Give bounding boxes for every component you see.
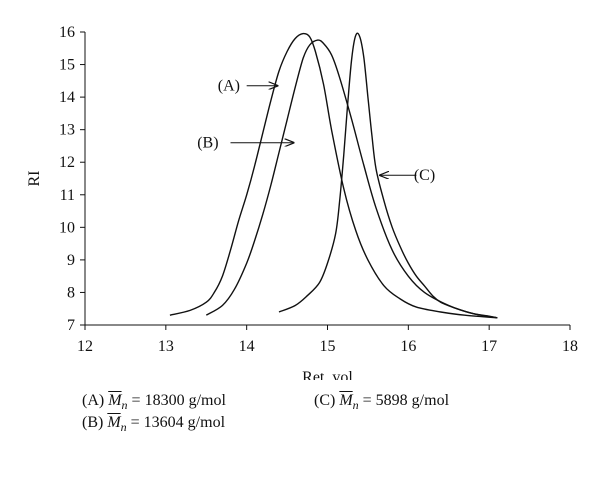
annotations: (A) (B) (C) — [197, 78, 435, 185]
legend-a-value: = 18300 g/mol — [131, 392, 226, 409]
y-tick-label: 12 — [59, 154, 75, 171]
legend-a: (A) Mn = 18300 g/mol — [82, 392, 226, 413]
annotation-label-c: (C) — [414, 167, 435, 184]
legend-b-value: = 13604 g/mol — [130, 414, 226, 431]
x-tick-label: 14 — [239, 338, 255, 355]
legend-a-prefix: (A) — [82, 392, 105, 409]
x-tick-label: 17 — [481, 338, 497, 355]
legend-c-prefix: (C) — [314, 392, 336, 409]
x-tick-label: 12 — [77, 338, 93, 355]
curves — [169, 32, 498, 319]
series-line-a — [169, 32, 498, 319]
x-tick-label: 15 — [320, 338, 336, 355]
legend-a-m-subscript: n — [121, 398, 128, 412]
x-tick-label: 13 — [158, 338, 174, 355]
y-tick-label: 16 — [59, 24, 75, 41]
annotation-label-a: (A) — [218, 78, 240, 95]
legend-c: (C) Mn = 5898 g/mol — [314, 392, 449, 413]
legend-c-m-symbol: M — [339, 392, 353, 409]
legend-b-m-symbol: M — [107, 414, 121, 431]
y-tick-label: 15 — [59, 57, 75, 74]
y-tick-label: 9 — [67, 252, 75, 269]
y-tick-label: 8 — [67, 284, 75, 301]
legend-a-m-symbol: M — [108, 392, 122, 409]
y-tick-label: 10 — [59, 219, 75, 236]
legend-c-value: = 5898 g/mol — [362, 392, 450, 409]
series-line-c — [278, 32, 498, 319]
chart-svg: 12 13 14 15 16 17 18 7 8 9 10 11 12 13 14 15 16 (A) (B) (C… — [26, 24, 578, 380]
axes: 12 13 14 15 16 17 18 7 8 9 10 11 12 13 14 15 16 — [59, 24, 578, 355]
y-tick-label: 11 — [60, 187, 75, 204]
y-tick-label: 13 — [59, 122, 75, 139]
series-line-b — [205, 39, 498, 319]
annotation-label-b: (B) — [197, 135, 218, 152]
y-axis-label: RI — [26, 171, 43, 187]
x-axis-label: Ret. vol — [302, 369, 353, 380]
legend-c-m-subscript: n — [352, 398, 359, 412]
x-tick-label: 18 — [562, 338, 578, 355]
legend-b: (B) Mn = 13604 g/mol — [82, 414, 225, 435]
legend-b-prefix: (B) — [82, 414, 104, 431]
legend-b-m-subscript: n — [120, 420, 127, 434]
y-tick-label: 14 — [59, 89, 75, 106]
y-tick-label: 7 — [67, 317, 75, 334]
x-tick-label: 16 — [400, 338, 416, 355]
